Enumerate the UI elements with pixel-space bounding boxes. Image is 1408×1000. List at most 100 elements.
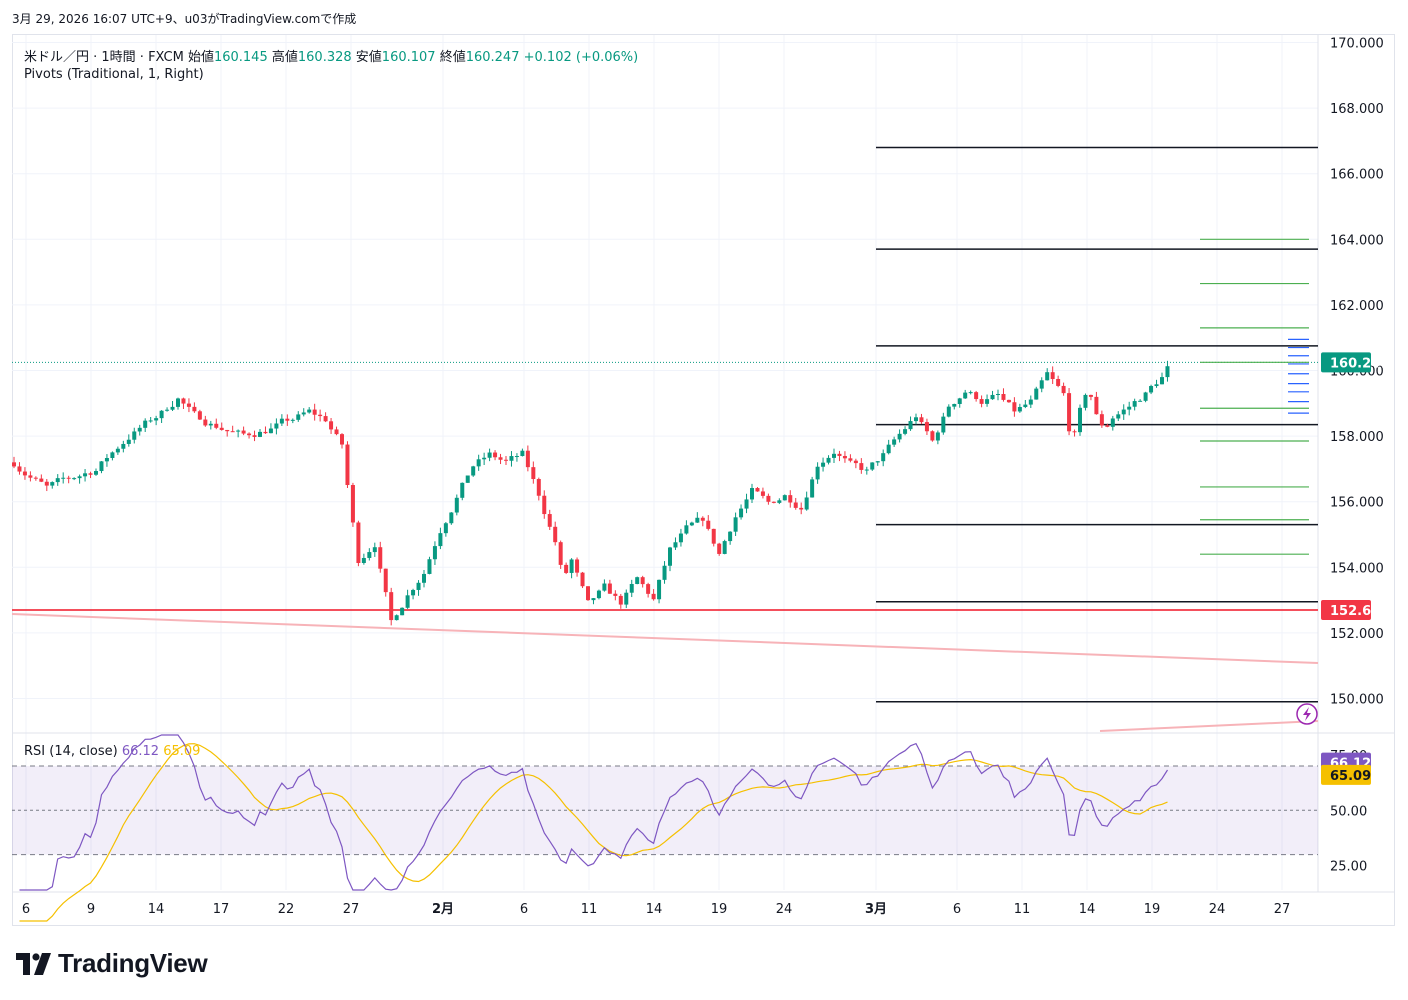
candle-body [1099,414,1104,426]
candle [258,428,262,438]
candle [739,504,744,520]
candle [755,487,760,492]
candle-body [695,517,700,523]
candle [678,528,683,547]
candle-body [596,590,601,599]
candle-body [1149,386,1154,393]
indicator-legend[interactable]: Pivots (Traditional, 1, Right) [24,67,204,82]
candle-body [1023,404,1028,408]
candle [219,422,224,431]
low-value: 160.107 [381,50,436,65]
candle-body [635,577,640,584]
candle-body [1088,394,1093,397]
symbol-name: 米ドル／円 · 1時間 · FXCM [24,50,184,65]
tradingview-logo[interactable]: TradingView [16,948,208,979]
candle-body [952,403,957,407]
candle [924,418,929,436]
candle-body [143,420,148,428]
candle-body [985,399,990,404]
candle-body [788,495,793,503]
candle [50,481,55,489]
candle [646,582,651,598]
trendlines [11,361,1319,732]
candle-body [1121,409,1126,415]
candle [586,586,590,601]
candle [624,589,629,609]
candle [979,395,984,408]
open-value: 160.145 [213,50,268,65]
candle [1028,395,1033,409]
candle-body [996,393,1000,395]
candle [897,429,902,443]
candle-body [881,453,886,462]
candle-body [1110,418,1115,427]
candle [1099,410,1104,428]
symbol-legend[interactable]: 米ドル／円 · 1時間 · FXCM 始値160.145 高値160.328 安… [24,46,638,65]
candle [689,521,694,527]
candle [44,478,49,492]
candle [367,548,372,561]
candle-body [181,398,186,404]
candle-body [722,541,727,554]
candle [1094,391,1099,415]
candle-body [935,432,940,441]
candle-body [17,466,22,472]
candle [94,468,98,476]
candle-body [340,434,344,445]
candle [591,597,596,605]
candle [1056,375,1061,388]
candle [914,413,918,425]
candle [1061,382,1066,396]
candle [558,540,563,569]
candle-body [755,488,760,492]
candle [1006,399,1011,403]
rsi-ma-value-tag-text: 65.09 [1330,769,1371,784]
candle-body [493,452,498,458]
candle [432,541,437,565]
candle [1017,403,1022,413]
candle-body [148,420,153,422]
candle-body [821,462,826,467]
candle [733,512,738,536]
lightning-icon[interactable] [1296,703,1318,725]
candle-body [318,414,323,417]
candle-body [1127,406,1132,410]
candle-body [580,572,585,587]
high-value: 160.328 [297,50,352,65]
lightning-icon-bolt [1303,707,1311,721]
candle-body [77,476,82,479]
candle [810,476,815,498]
candle [1149,384,1154,395]
chart-canvas[interactable]: 170.000168.000166.000164.000162.000160.0… [0,0,1408,930]
candle [974,390,979,402]
candle-body [924,422,929,432]
descending-trendline [11,613,1319,664]
support-price-tag-bg [1321,599,1371,620]
rsi-label: RSI (14, close) [24,744,118,759]
candle [301,408,306,417]
candle [268,423,273,434]
candle [389,587,394,626]
time-tick-label: 6 [22,902,30,917]
candle [487,448,492,462]
close-value: 160.247 [465,50,520,65]
candle-body [777,500,782,503]
candle-body [990,394,995,400]
candle-body [1061,385,1066,394]
candle-body [1028,399,1033,405]
rsi-legend[interactable]: RSI (14, close) 66.12 65.09 [24,744,200,759]
candle [443,521,448,537]
price-axis: 170.000168.000166.000164.000162.000160.0… [1330,37,1384,875]
candle-body [487,452,492,458]
tradingview-wordmark: TradingView [58,948,208,978]
candle-body [782,495,787,501]
candle-body [197,411,202,420]
candle [946,404,951,418]
price-tick-label: 156.000 [1330,496,1384,511]
candle-body [94,471,98,475]
last-price-tag-text: 160.247 [1330,356,1389,371]
time-axis: 6 9 14 17 22 27 2月 6 11 14 19 24 3月 6 11 14 19 24 27 [22,902,1290,917]
candle-body [241,430,246,434]
candle-body [760,491,765,496]
candle-body [509,456,514,461]
